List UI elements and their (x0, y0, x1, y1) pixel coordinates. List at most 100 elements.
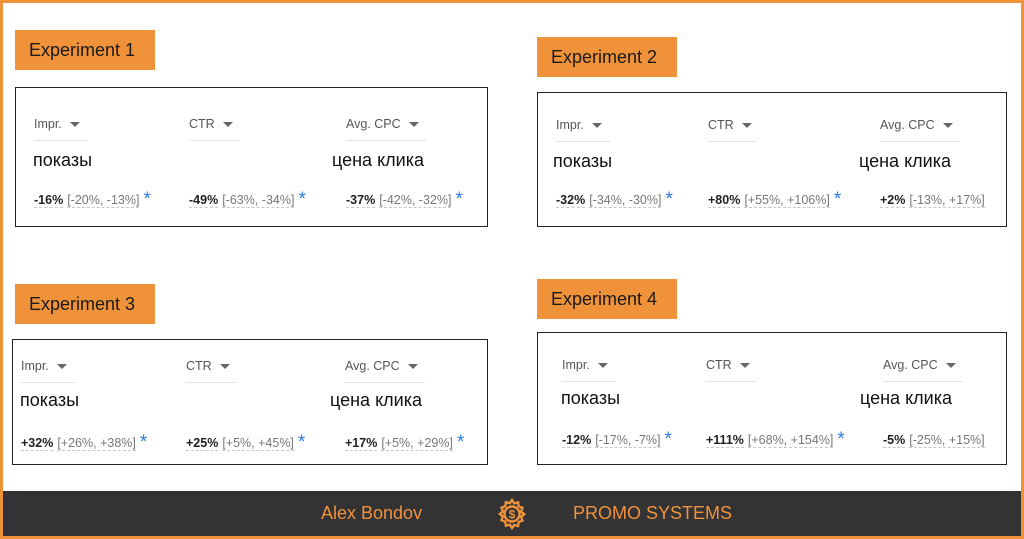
significance-star-icon: * (664, 429, 672, 450)
ctr-value: +80% (708, 193, 741, 208)
avg-cpc-value: -37% (346, 193, 376, 208)
impr-value-line: -12% [-17%, -7%] * (562, 428, 672, 450)
caret-down-icon (219, 364, 230, 370)
significance-star-icon: * (297, 432, 306, 453)
metric-name: Impr. (21, 359, 49, 373)
impr-ru-label: показы (553, 151, 613, 171)
experiment-4-label: Experiment 4 (537, 279, 677, 319)
experiment-1-label: Experiment 1 (15, 30, 155, 70)
caret-down-icon (222, 122, 233, 128)
avg-cpc-value: -5% (883, 433, 906, 448)
avg-cpc-value-line: -5% [-25%, +15%] (883, 428, 989, 450)
impr-range: [-17%, -7%] (595, 433, 661, 448)
avg-cpc-ru-label: цена клика (860, 388, 952, 408)
metric-name: Impr. (34, 117, 62, 131)
impr-value: -32% (556, 193, 586, 208)
ctr-range: [+55%, +106%] (744, 193, 830, 208)
significance-star-icon: * (833, 189, 842, 210)
brand-name: PROMO SYSTEMS (573, 503, 733, 523)
ctr-range: [-63%, -34%] (222, 193, 295, 208)
metric-name: CTR (708, 118, 734, 132)
impr-value: +32% (21, 436, 54, 451)
caret-down-icon (741, 123, 752, 129)
avg-cpc-value-line: -37% [-42%, -32%] * (346, 188, 463, 210)
ctr-range: [+68%, +154%] (747, 433, 834, 448)
avg-cpc-range: [+5%, +29%] (381, 436, 453, 451)
avg-cpc-metric-selector[interactable]: Avg. CPC (345, 354, 425, 383)
significance-star-icon: * (298, 189, 306, 210)
caret-down-icon (56, 364, 67, 370)
impr-ru-label: показы (33, 150, 93, 170)
impr-metric-selector[interactable]: Impr. (562, 353, 616, 382)
avg-cpc-range: [-13%, +17%] (909, 193, 985, 208)
caret-down-icon (591, 123, 602, 129)
caret-down-icon (942, 123, 953, 129)
avg-cpc-value-line: +17% [+5%, +29%] * (345, 431, 464, 453)
metric-name: Impr. (556, 118, 584, 132)
impr-metric-selector[interactable]: Impr. (21, 354, 75, 383)
avg-cpc-metric-selector[interactable]: Avg. CPC (880, 113, 960, 142)
gear-dollar-icon: $ (497, 498, 527, 530)
metric-name: CTR (186, 359, 212, 373)
experiment-3-label: Experiment 3 (15, 284, 155, 324)
ctr-value: +111% (706, 433, 744, 448)
ctr-value: +25% (186, 436, 219, 451)
avg-cpc-metric-selector[interactable]: Avg. CPC (346, 112, 426, 141)
significance-star-icon: * (455, 189, 463, 210)
ctr-value-line: +111% [+68%, +154%] * (706, 428, 845, 450)
experiment-2-label: Experiment 2 (537, 37, 677, 77)
ctr-value-line: +25% [+5%, +45%] * (186, 431, 305, 453)
metric-name: Avg. CPC (346, 117, 401, 131)
caret-down-icon (408, 122, 419, 128)
metric-name: CTR (189, 117, 215, 131)
impr-metric-selector[interactable]: Impr. (556, 113, 610, 142)
impr-range: [-20%, -13%] (67, 193, 140, 208)
ctr-metric-selector[interactable]: CTR (189, 112, 239, 141)
ctr-range: [+5%, +45%] (222, 436, 294, 451)
metric-name: CTR (706, 358, 732, 372)
experiment-3-panel: Impr. показы +32% [+26%, +38%] * CTR +25%[… (12, 339, 488, 465)
impr-ru-label: показы (20, 390, 80, 410)
avg-cpc-value-line: +2% [-13%, +17%] (880, 188, 989, 210)
metric-name: Avg. CPC (883, 358, 938, 372)
impr-range: [-34%, -30%] (589, 193, 662, 208)
ctr-value-line: +80% [+55%, +106%] * (708, 188, 841, 210)
avg-cpc-ru-label: цена клика (859, 151, 951, 171)
significance-star-icon: * (143, 189, 151, 210)
impr-value-line: -16% [-20%, -13%] * (34, 188, 151, 210)
impr-ru-label: показы (561, 388, 621, 408)
caret-down-icon (597, 363, 608, 369)
impr-metric-selector[interactable]: Impr. (34, 112, 88, 141)
caret-down-icon (407, 364, 418, 370)
impr-range: [+26%, +38%] (57, 436, 136, 451)
significance-star-icon: * (837, 429, 845, 450)
svg-text:$: $ (509, 508, 516, 522)
impr-value: -16% (34, 193, 64, 208)
caret-down-icon (739, 363, 750, 369)
experiment-4-panel: Impr. показы -12% [-17%, -7%] * CTR +111%[… (537, 332, 1007, 465)
significance-star-icon: * (139, 432, 148, 453)
ctr-value-line: -49% [-63%, -34%] * (189, 188, 306, 210)
caret-down-icon (945, 363, 956, 369)
avg-cpc-ru-label: цена клика (330, 390, 422, 410)
impr-value: -12% (562, 433, 592, 448)
metric-name: Avg. CPC (345, 359, 400, 373)
experiment-2-panel: Impr. показы -32% [-34%, -30%] * CTR +80%[… (537, 92, 1007, 227)
author-name: Alex Bondov (321, 503, 423, 523)
significance-star-icon: * (456, 432, 465, 453)
avg-cpc-range: [-25%, +15%] (909, 433, 985, 448)
avg-cpc-value: +2% (880, 193, 906, 208)
avg-cpc-metric-selector[interactable]: Avg. CPC (883, 353, 963, 382)
ctr-metric-selector[interactable]: CTR (708, 113, 756, 142)
footer-bar: Alex Bondov $ PROMO SYSTEMS (3, 491, 1021, 536)
impr-value-line: -32% [-34%, -30%] * (556, 188, 673, 210)
caret-down-icon (69, 122, 80, 128)
metric-name: Avg. CPC (880, 118, 935, 132)
ctr-metric-selector[interactable]: CTR (706, 353, 756, 382)
impr-value-line: +32% [+26%, +38%] * (21, 431, 147, 453)
avg-cpc-range: [-42%, -32%] (379, 193, 452, 208)
ctr-metric-selector[interactable]: CTR (186, 354, 236, 383)
experiment-1-panel: Impr. показы -16% [-20%, -13%] * CTR -49%[… (15, 87, 488, 227)
metric-name: Impr. (562, 358, 590, 372)
